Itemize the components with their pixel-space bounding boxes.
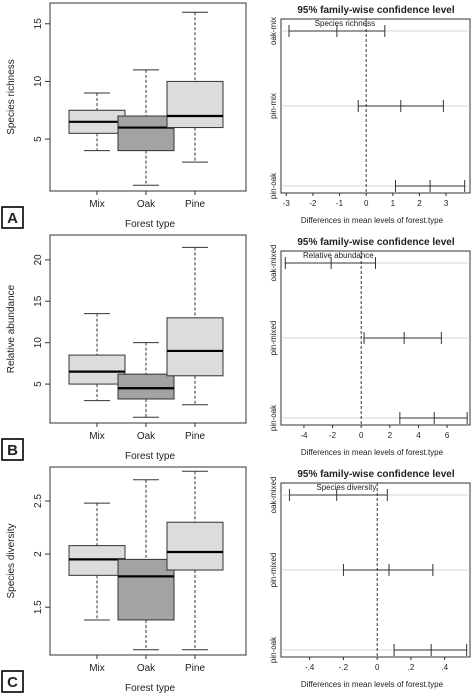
panel-c-ci-xlabel: Differences in mean levels of forest.typ… [301,680,444,689]
panel-c-ci-row-label: pin-oak [269,636,278,663]
panel-b-ci-row-label: oak-mixed [269,245,278,282]
panel-c-ci-title: 95% family-wise confidence level [297,469,455,480]
panel-b-ylabel: Relative abundance [6,284,17,373]
panel-c-ytick-label: 1.5 [33,600,44,614]
panel-b-ci-row-label: pin-mixed [269,321,278,356]
panel-b-ytick-label: 10 [33,337,44,349]
panel-c-xtick-label: Pine [185,663,205,674]
panel-letter-box [1,670,24,693]
panel-a-ci-xtick-label: 0 [364,199,369,208]
panel-b-ci-annotation: Relative abundance [303,251,374,260]
panel-letter-box [1,438,24,461]
panel-a-ylabel: Species richness [6,59,17,135]
panel-a-box-pine [166,80,224,129]
panel-a-ci-xtick-label: 1 [391,199,396,208]
panel-c-ylabel: Species diversity [6,523,17,598]
panel-c-box-frame [49,466,247,656]
panel-letter: A [7,210,18,227]
panel-a-ci-xtick-label: 3 [444,199,449,208]
panel-a-ci-xtick-label: -1 [336,199,344,208]
panel-c-ci-xtick-label: .4 [441,663,448,672]
panel-b-ytick-label: 5 [33,381,44,387]
panel-c-ci-row-label: pin-mixed [269,553,278,588]
panel-a-ci-xtick-label: -2 [309,199,317,208]
panel-c-ytick-label: 2.5 [33,494,44,508]
panel-letter: B [7,442,18,459]
panel-a-xtick-label: Mix [89,199,105,210]
panel-c-xlabel: Forest type [125,683,175,694]
panel-b-box-oak [117,373,175,400]
panel-b-ci-xlabel: Differences in mean levels of forest.typ… [301,448,444,457]
panel-b-ytick-label: 15 [33,295,44,307]
panel-c-xtick-label: Oak [137,663,156,674]
panel-a-xtick-label: Pine [185,199,205,210]
panel-b-box-mix [68,354,126,385]
panel-a-ytick-label: 15 [33,18,44,30]
panel-a-ci-title: 95% family-wise confidence level [297,5,455,16]
panel-a-ci-row-label: pin-mix [269,93,278,119]
panel-a-ytick-label: 5 [33,136,44,142]
panel-b-ci-xtick-label: 4 [416,431,421,440]
panel-c-ci-annotation: Species diversity [316,483,376,492]
panel-b-ci-xtick-label: 0 [359,431,364,440]
panel-a-xtick-label: Oak [137,199,156,210]
panel-b-ci-title: 95% family-wise confidence level [297,237,455,248]
panel-c-box-oak [117,558,175,621]
panel-b-ci-xtick-label: -4 [300,431,308,440]
panel-a-xlabel: Forest type [125,219,175,230]
panel-a-ci-xtick-label: -3 [283,199,291,208]
panel-a-ytick-label: 10 [33,75,44,87]
panel-letter-box [1,206,24,229]
panel-b-box-frame [49,234,247,424]
panel-b-box-pine [166,317,224,377]
panel-c-ytick-label: 2 [33,551,44,557]
panel-c-ci-row-label: oak-mixed [269,477,278,514]
panel-b-xtick-label: Oak [137,431,156,442]
panel-a-ci-row-label: oak-mix [269,17,278,45]
panel-a-ci-xtick-label: 2 [417,199,422,208]
panel-c-ci-xtick-label: 0 [375,663,380,672]
panel-letter: C [7,674,18,691]
panel-a-ci-xlabel: Differences in mean levels of forest.typ… [301,216,444,225]
panel-b-ytick-label: 20 [33,254,44,266]
panel-b-xtick-label: Mix [89,431,105,442]
panel-a-ci-annotation: Species richness [315,19,375,28]
panel-c-ci-xtick-label: -.2 [339,663,349,672]
panel-a-box-frame [49,2,247,192]
panel-b-ci-xtick-label: 6 [445,431,450,440]
panel-c-ci-xtick-label: -.4 [305,663,315,672]
panel-b-ci-xtick-label: 2 [388,431,393,440]
panel-c-ci-xtick-label: .2 [408,663,415,672]
panel-b-xtick-label: Pine [185,431,205,442]
panel-a-box-oak [117,115,175,152]
panel-b-xlabel: Forest type [125,451,175,462]
panel-c-box-pine [166,521,224,571]
panel-b-ci-xtick-label: -2 [329,431,337,440]
panel-a-ci-row-label: pin-oak [269,172,278,199]
panel-c-xtick-label: Mix [89,663,105,674]
panel-b-ci-row-label: pin-oak [269,404,278,431]
